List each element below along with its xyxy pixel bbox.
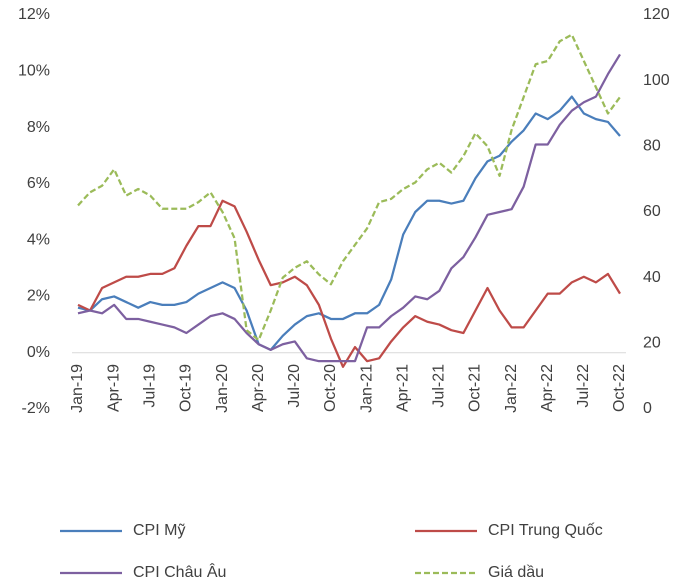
y2-tick-label: 120 — [643, 6, 670, 23]
y2-tick-label: 20 — [643, 335, 661, 352]
legend-label: Giá dầu — [488, 564, 544, 581]
legend-label: CPI Mỹ — [133, 522, 185, 539]
y2-tick-label: 40 — [643, 269, 661, 286]
y-tick-label: 0% — [27, 344, 50, 361]
x-tick-label: Oct-22 — [611, 364, 628, 412]
series-line — [77, 95, 621, 352]
y-tick-label: 6% — [27, 175, 50, 192]
y-tick-label: 4% — [27, 231, 50, 248]
y-tick-label: 12% — [18, 6, 50, 23]
x-tick-label: Apr-19 — [105, 364, 122, 412]
x-tick-label: Jul-22 — [575, 364, 592, 408]
y2-tick-label: 80 — [643, 138, 661, 155]
x-tick-label: Apr-20 — [250, 364, 267, 412]
y-tick-label: 8% — [27, 119, 50, 136]
series-line — [77, 33, 621, 342]
x-tick-label: Jan-20 — [214, 364, 231, 413]
x-tick-label: Oct-19 — [178, 364, 195, 412]
x-tick-label: Oct-20 — [322, 364, 339, 412]
series-line — [77, 53, 621, 363]
x-tick-label: Jan-19 — [69, 364, 86, 413]
series-line — [77, 199, 621, 368]
x-tick-label: Jan-21 — [358, 364, 375, 413]
y-tick-label: 2% — [27, 288, 50, 305]
x-tick-label: Apr-22 — [539, 364, 556, 412]
y2-tick-label: 0 — [643, 400, 652, 417]
x-tick-label: Apr-21 — [394, 364, 411, 412]
x-tick-label: Jul-19 — [141, 364, 158, 408]
y2-tick-label: 60 — [643, 203, 661, 220]
y2-tick-label: 100 — [643, 72, 670, 89]
y-tick-label: 10% — [18, 63, 50, 80]
y-tick-label: -2% — [22, 400, 50, 417]
legend-label: CPI Trung Quốc — [488, 522, 603, 539]
x-tick-label: Jan-22 — [503, 364, 520, 413]
x-tick-label: Jul-20 — [286, 364, 303, 408]
x-tick-label: Oct-21 — [467, 364, 484, 412]
x-tick-label: Jul-21 — [431, 364, 448, 408]
legend-label: CPI Châu Âu — [133, 562, 226, 581]
